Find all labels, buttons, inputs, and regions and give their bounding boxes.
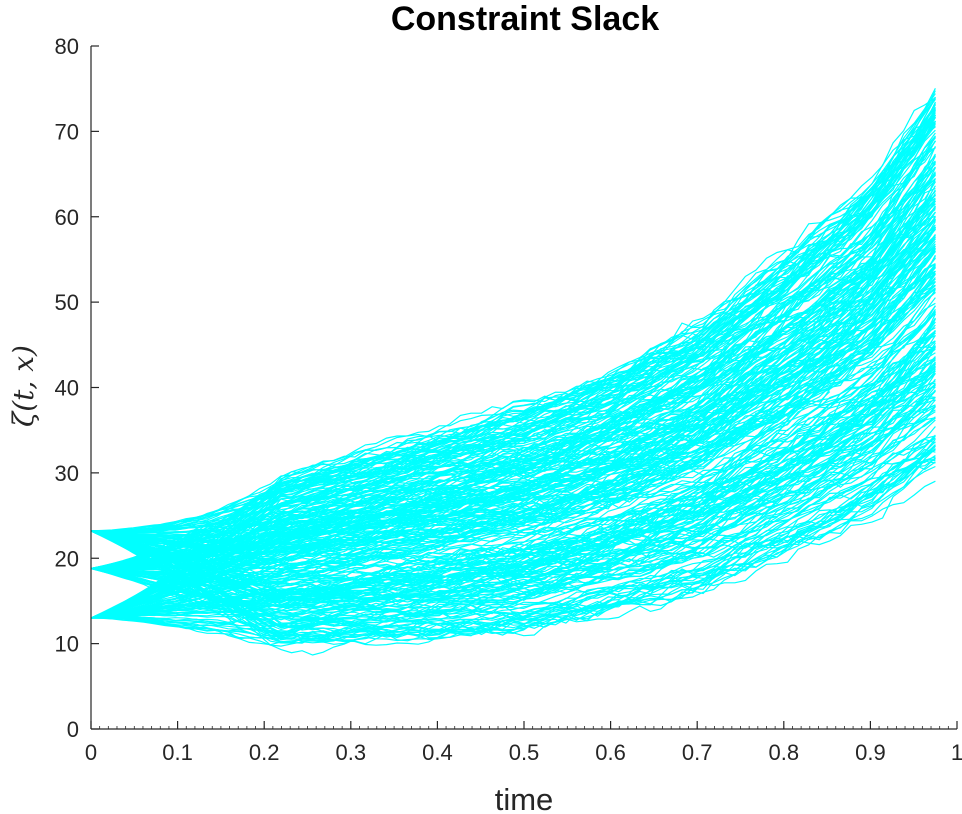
trajectory-line: [90, 594, 630, 643]
trajectory-line: [90, 435, 936, 635]
trajectory-line: [90, 90, 936, 570]
axes: 0 0.1 0.2 0.3 0.4 0.5 0.6 0.7 0.8 0.9 101020304050…: [55, 34, 962, 765]
trajectory-line: [90, 378, 936, 602]
trajectory-line: [90, 238, 936, 619]
trajectory-line: [90, 120, 936, 533]
y-tick-label: 70: [55, 119, 79, 144]
y-tick-label: 50: [55, 290, 79, 315]
trajectory-line: [90, 194, 936, 539]
trajectory-line: [90, 341, 936, 619]
trajectory-line: [90, 226, 936, 546]
x-tick-label: 1: [951, 740, 962, 765]
trajectory-line: [91, 98, 936, 532]
trajectory-line: [90, 358, 936, 594]
trajectory-line: [90, 109, 936, 532]
trajectory-line: [90, 365, 936, 619]
trajectory-line: [90, 284, 936, 576]
trajectory-line: [90, 284, 936, 619]
trajectory-line: [90, 132, 936, 570]
trajectory-line: [90, 411, 936, 613]
trajectory-line: [90, 437, 936, 629]
trajectory-line: [90, 262, 936, 561]
trajectory-line: [90, 224, 936, 570]
trajectory-line: [90, 441, 936, 633]
y-tick-label: 80: [55, 34, 79, 59]
y-tick-label: 20: [55, 546, 79, 571]
trajectory-line: [90, 251, 936, 550]
trajectory-line: [90, 434, 936, 637]
x-tick-label: 0.1: [162, 740, 193, 765]
trajectory-line: [90, 404, 936, 621]
trajectory-line: [90, 348, 936, 596]
trajectory-line: [90, 181, 936, 570]
x-tick-label: 0.9: [855, 740, 886, 765]
y-tick-label: 30: [55, 461, 79, 486]
trajectory-line: [90, 264, 936, 619]
trajectory-line: [90, 102, 936, 532]
trajectory-line: [90, 154, 936, 619]
trajectory-line: [90, 228, 936, 619]
x-tick-label: 0.7: [682, 740, 713, 765]
y-tick-label: 60: [55, 205, 79, 230]
trajectory-line: [90, 114, 936, 533]
x-tick-label: 0.2: [249, 740, 280, 765]
x-tick-label: 0: [85, 740, 97, 765]
trajectory-line: [90, 207, 936, 570]
y-tick-label: 10: [55, 632, 79, 657]
trajectory-line: [90, 292, 936, 570]
x-tick-label: 0.8: [769, 740, 800, 765]
trajectory-line: [90, 291, 936, 566]
trajectory-line: [90, 361, 936, 596]
y-tick-label: 0: [67, 717, 79, 742]
trajectory-line: [90, 205, 936, 619]
trajectory-line: [90, 448, 936, 638]
x-tick-label: 0.3: [336, 740, 367, 765]
trajectory-line: [90, 263, 936, 554]
trajectory-line: [90, 416, 936, 620]
trajectory-line: [90, 211, 936, 570]
trajectory-line: [90, 177, 936, 538]
trajectory-line: [90, 243, 936, 619]
trajectory-line: [90, 297, 936, 619]
trajectory-line: [90, 567, 366, 609]
y-axis-label: ζ(t, x): [7, 345, 40, 427]
trajectory-line: [90, 129, 936, 570]
trajectory-line: [90, 147, 936, 570]
x-axis-label: time: [495, 782, 554, 814]
chart-title: Constraint Slack: [391, 0, 659, 38]
trajectory-line: [90, 368, 936, 604]
x-tick-label: 0.4: [422, 740, 453, 765]
x-tick-label: 0.6: [595, 740, 626, 765]
trajectory-line: [90, 172, 936, 570]
trajectory-line: [90, 302, 936, 581]
trajectory-line: [90, 396, 936, 629]
trajectory-line: [90, 365, 936, 619]
x-tick-label: 0.5: [509, 740, 540, 765]
trajectory-line: [91, 272, 936, 570]
trajectory-lines: [90, 88, 936, 656]
trajectory-line: [90, 461, 936, 656]
trajectory-line: [90, 140, 936, 534]
trajectory-line: [91, 106, 936, 532]
trajectory-line: [90, 198, 936, 619]
y-tick-label: 40: [55, 376, 79, 401]
trajectory-line: [90, 497, 767, 619]
trajectory-line: [90, 173, 936, 570]
trajectory-line: [90, 120, 936, 533]
